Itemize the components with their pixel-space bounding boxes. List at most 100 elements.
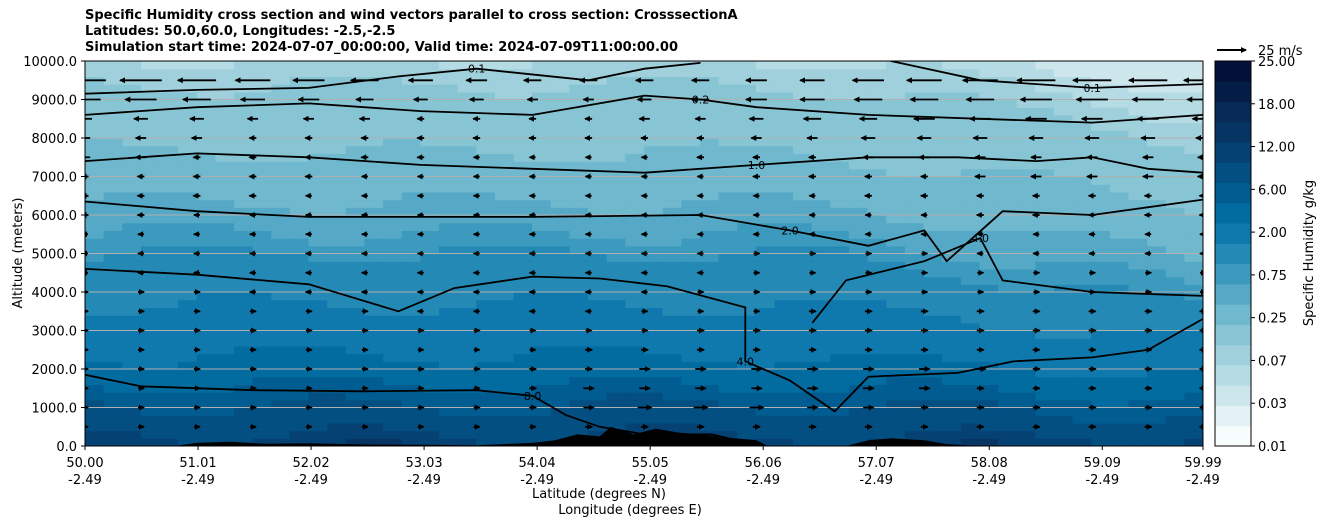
humidity-cell xyxy=(289,61,310,70)
y-tick-label: 5000.0 xyxy=(32,248,78,263)
humidity-cell xyxy=(308,138,328,147)
humidity-cell xyxy=(942,222,962,231)
humidity-cell xyxy=(606,353,626,362)
humidity-cell xyxy=(569,261,589,270)
humidity-cell xyxy=(308,322,328,332)
humidity-cell xyxy=(662,422,682,432)
humidity-cell xyxy=(140,322,161,332)
humidity-cell xyxy=(699,145,720,154)
humidity-cell xyxy=(755,292,776,301)
humidity-cell xyxy=(85,369,105,378)
humidity-cell xyxy=(811,284,831,293)
humidity-cell xyxy=(439,222,459,231)
humidity-cell xyxy=(737,153,757,162)
humidity-cell xyxy=(737,338,757,347)
humidity-cell xyxy=(308,430,328,439)
humidity-cell xyxy=(140,215,161,224)
humidity-cell xyxy=(1053,361,1074,370)
humidity-cell xyxy=(1109,199,1130,208)
humidity-cell xyxy=(476,430,496,439)
humidity-cell xyxy=(550,322,571,332)
humidity-cell xyxy=(196,138,217,147)
humidity-cell xyxy=(1109,191,1130,201)
humidity-cell xyxy=(196,315,217,324)
humidity-cell xyxy=(252,130,272,139)
humidity-cell xyxy=(345,430,366,439)
x-tick-label-longitude: -2.49 xyxy=(746,473,780,488)
humidity-cell xyxy=(1091,91,1111,101)
colorbar-tick-label: 0.75 xyxy=(1258,269,1287,284)
humidity-cell xyxy=(625,245,645,255)
humidity-cell xyxy=(476,138,496,147)
colorbar-swatch xyxy=(1215,364,1251,386)
humidity-cell xyxy=(588,122,608,131)
humidity-cell xyxy=(532,168,552,178)
humidity-cell xyxy=(85,122,105,131)
humidity-cell xyxy=(848,130,869,139)
humidity-cell xyxy=(867,138,887,147)
humidity-cell xyxy=(1184,222,1203,231)
humidity-cell xyxy=(289,191,310,201)
humidity-cell xyxy=(1165,338,1185,347)
humidity-cell xyxy=(718,369,738,378)
humidity-cell xyxy=(550,284,571,293)
humidity-cell xyxy=(234,353,254,362)
humidity-cell xyxy=(625,276,645,285)
colorbar-tick-label: 6.00 xyxy=(1258,183,1287,198)
humidity-cell xyxy=(532,330,552,339)
humidity-cell xyxy=(960,99,980,108)
terrain-layer xyxy=(85,426,1203,446)
humidity-cell xyxy=(178,168,198,178)
humidity-cell xyxy=(588,245,608,255)
humidity-cell xyxy=(793,161,813,170)
humidity-cell xyxy=(699,376,720,385)
humidity-cell xyxy=(588,153,608,162)
contour-line xyxy=(85,94,1203,124)
humidity-cell xyxy=(1091,184,1111,193)
humidity-cell xyxy=(439,215,459,224)
humidity-cell xyxy=(439,122,459,131)
humidity-cell xyxy=(1147,338,1167,347)
humidity-cell xyxy=(793,322,813,332)
humidity-cell xyxy=(532,107,552,116)
humidity-cell xyxy=(811,268,831,278)
humidity-cell xyxy=(196,68,217,77)
humidity-cell xyxy=(1147,345,1167,355)
humidity-cell xyxy=(271,168,291,178)
humidity-cell xyxy=(811,376,831,385)
humidity-cell xyxy=(476,268,496,278)
humidity-cell xyxy=(234,161,254,170)
humidity-cell xyxy=(1184,230,1203,239)
humidity-cell xyxy=(103,84,123,93)
humidity-cell xyxy=(103,268,123,278)
humidity-cell xyxy=(234,322,254,332)
humidity-cell xyxy=(960,268,980,278)
humidity-cell xyxy=(1053,353,1074,362)
humidity-cell xyxy=(383,430,403,439)
humidity-cell xyxy=(271,276,291,285)
humidity-cell xyxy=(755,422,776,432)
humidity-cell xyxy=(1035,176,1055,185)
humidity-cell xyxy=(345,345,366,355)
humidity-cell xyxy=(1128,161,1148,170)
humidity-cell xyxy=(942,215,962,224)
humidity-cell xyxy=(848,307,869,316)
humidity-cell xyxy=(1147,399,1167,409)
humidity-cell xyxy=(196,176,217,185)
humidity-cell xyxy=(234,307,254,316)
humidity-cell xyxy=(401,438,421,446)
humidity-cell xyxy=(327,84,347,93)
humidity-cell xyxy=(699,322,720,332)
humidity-cell xyxy=(308,253,328,262)
humidity-cell xyxy=(662,68,682,77)
humidity-cell xyxy=(681,230,701,239)
humidity-cell xyxy=(476,215,496,224)
humidity-cell xyxy=(569,399,589,409)
humidity-cell xyxy=(737,268,757,278)
humidity-cell xyxy=(755,330,776,339)
x-tick-label-latitude: 58.08 xyxy=(971,456,1008,471)
humidity-cell xyxy=(532,215,552,224)
humidity-cell xyxy=(998,384,1018,393)
humidity-cell xyxy=(327,407,347,416)
humidity-cell xyxy=(1109,230,1130,239)
